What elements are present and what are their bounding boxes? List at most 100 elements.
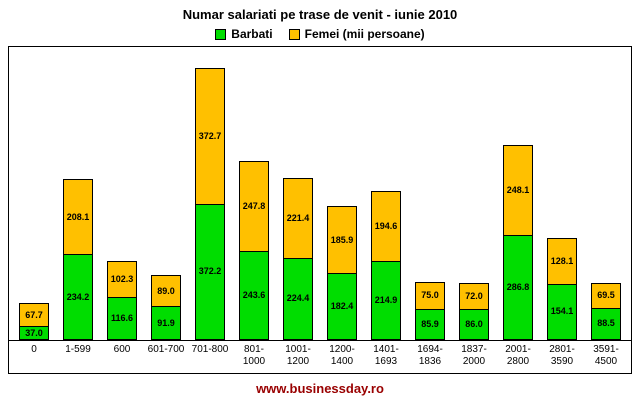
stacked-bar: 208.1 234.2	[62, 47, 94, 340]
bar-segment-barbati: 37.0	[18, 326, 50, 340]
bar-segment-femei: 102.3	[106, 260, 138, 299]
stacked-bar: 128.1 154.1	[546, 47, 578, 340]
bar-segment-barbati: 88.5	[590, 307, 622, 340]
bar-column: 102.3 116.6	[100, 47, 144, 340]
bar-segment-femei: 194.6	[370, 191, 402, 263]
chart-legend: Barbati Femei (mii persoane)	[0, 27, 640, 41]
bar-column: 248.1 286.8	[496, 47, 540, 340]
bar-value-label: 286.8	[506, 281, 530, 292]
stacked-bar: 248.1 286.8	[502, 47, 534, 340]
stacked-bar: 194.6 214.9	[370, 47, 402, 340]
stacked-bar: 185.9 182.4	[326, 47, 358, 340]
bar-value-label: 116.6	[110, 313, 133, 324]
bar-value-label: 88.5	[597, 318, 615, 329]
bar-segment-barbati: 154.1	[546, 283, 578, 340]
stacked-bar: 247.8 243.6	[238, 47, 270, 340]
bar-value-label: 67.7	[25, 309, 43, 320]
femei-color-swatch	[288, 28, 300, 40]
bar-value-label: 208.1	[66, 211, 90, 222]
bar-value-label: 182.4	[330, 301, 354, 312]
bar-value-label: 243.6	[242, 289, 266, 300]
bar-value-label: 75.0	[421, 290, 439, 301]
plot-area: 67.7 37.0 208.1 234.2 102.3 116.6 89.0 91.9 372.…	[9, 47, 631, 341]
x-axis-tick-label: 0	[31, 344, 37, 355]
bar-value-label: 69.5	[597, 290, 615, 301]
stacked-bar: 75.0 85.9	[414, 47, 446, 340]
bar-segment-femei: 372.7	[194, 68, 226, 205]
bar-segment-barbati: 224.4	[282, 257, 314, 340]
x-axis-tick-label: 3591- 4500	[593, 344, 619, 367]
bar-segment-femei: 89.0	[150, 274, 182, 308]
bar-segment-femei: 69.5	[590, 283, 622, 309]
bar-value-label: 86.0	[465, 318, 483, 329]
bar-segment-barbati: 243.6	[238, 250, 270, 340]
bar-value-label: 128.1	[550, 255, 574, 266]
stacked-bar: 221.4 224.4	[282, 47, 314, 340]
bar-value-label: 247.8	[242, 200, 266, 211]
bar-value-label: 372.2	[198, 266, 222, 277]
x-axis-tick-label: 801- 1000	[242, 344, 266, 367]
stacked-bar: 67.7 37.0	[18, 47, 50, 340]
bar-segment-femei: 67.7	[18, 302, 50, 328]
legend-item-barbati: Barbati	[215, 27, 273, 41]
bar-segment-femei: 128.1	[546, 237, 578, 285]
bar-column: 89.0 91.9	[144, 47, 188, 340]
bar-column: 72.0 86.0	[452, 47, 496, 340]
x-axis-tick-label: 1694- 1836	[417, 344, 443, 367]
bar-value-label: 89.0	[157, 285, 175, 296]
stacked-bar: 102.3 116.6	[106, 47, 138, 340]
legend-label-barbati: Barbati	[231, 27, 273, 41]
chart-area: 67.7 37.0 208.1 234.2 102.3 116.6 89.0 91.9 372.…	[8, 46, 632, 374]
barbati-color-swatch	[215, 28, 227, 40]
bar-value-label: 221.4	[286, 212, 310, 223]
bar-value-label: 72.0	[465, 290, 483, 301]
bar-value-label: 248.1	[506, 185, 530, 196]
bar-segment-femei: 75.0	[414, 282, 446, 310]
bar-segment-femei: 185.9	[326, 206, 358, 275]
bar-value-label: 91.9	[157, 317, 175, 328]
bar-segment-barbati: 85.9	[414, 308, 446, 340]
bar-segment-barbati: 372.2	[194, 203, 226, 340]
bar-value-label: 214.9	[374, 295, 398, 306]
bar-value-label: 154.1	[550, 306, 574, 317]
x-axis-tick-label: 2001- 2800	[505, 344, 531, 367]
bar-segment-barbati: 214.9	[370, 261, 402, 340]
stacked-bar: 72.0 86.0	[458, 47, 490, 340]
x-axis-tick-label: 601-700	[147, 344, 185, 355]
bar-value-label: 372.7	[198, 130, 222, 141]
legend-item-femei: Femei (mii persoane)	[288, 27, 425, 41]
x-axis-tick-label: 1401- 1693	[373, 344, 399, 367]
bar-segment-femei: 208.1	[62, 179, 94, 256]
bar-segment-barbati: 91.9	[150, 306, 182, 340]
bar-column: 372.7 372.2	[188, 47, 232, 340]
chart-title: Numar salariati pe trase de venit - iuni…	[182, 7, 458, 22]
x-axis-tick-label: 600	[113, 344, 131, 355]
bar-segment-femei: 221.4	[282, 177, 314, 259]
x-axis-tick-label: 1-599	[65, 344, 91, 355]
bar-column: 185.9 182.4	[320, 47, 364, 340]
bar-segment-barbati: 234.2	[62, 254, 94, 340]
bar-value-label: 85.9	[421, 318, 439, 329]
stacked-bar: 69.5 88.5	[590, 47, 622, 340]
bar-column: 69.5 88.5	[584, 47, 628, 340]
x-axis-tick-label: 1200- 1400	[329, 344, 355, 367]
stacked-bar: 372.7 372.2	[194, 47, 226, 340]
bar-segment-barbati: 182.4	[326, 273, 358, 340]
bar-column: 208.1 234.2	[56, 47, 100, 340]
legend-label-femei: Femei (mii persoane)	[304, 27, 425, 41]
bar-segment-femei: 248.1	[502, 145, 534, 236]
x-axis-labels: 0 1-599 600 601-700 701-800 801- 1000 1001- 12…	[9, 341, 631, 373]
bar-column: 194.6 214.9	[364, 47, 408, 340]
bar-column: 221.4 224.4	[276, 47, 320, 340]
bar-segment-femei: 72.0	[458, 283, 490, 310]
bar-value-label: 224.4	[286, 293, 310, 304]
x-axis-tick-label: 2801- 3590	[549, 344, 575, 367]
bar-column: 67.7 37.0	[12, 47, 56, 340]
stacked-bar: 89.0 91.9	[150, 47, 182, 340]
bar-column: 75.0 85.9	[408, 47, 452, 340]
bar-value-label: 234.2	[66, 291, 90, 302]
bar-segment-barbati: 286.8	[502, 234, 534, 340]
x-axis-tick-label: 1001- 1200	[285, 344, 311, 367]
bar-value-label: 194.6	[374, 221, 398, 232]
bar-segment-femei: 247.8	[238, 161, 270, 252]
